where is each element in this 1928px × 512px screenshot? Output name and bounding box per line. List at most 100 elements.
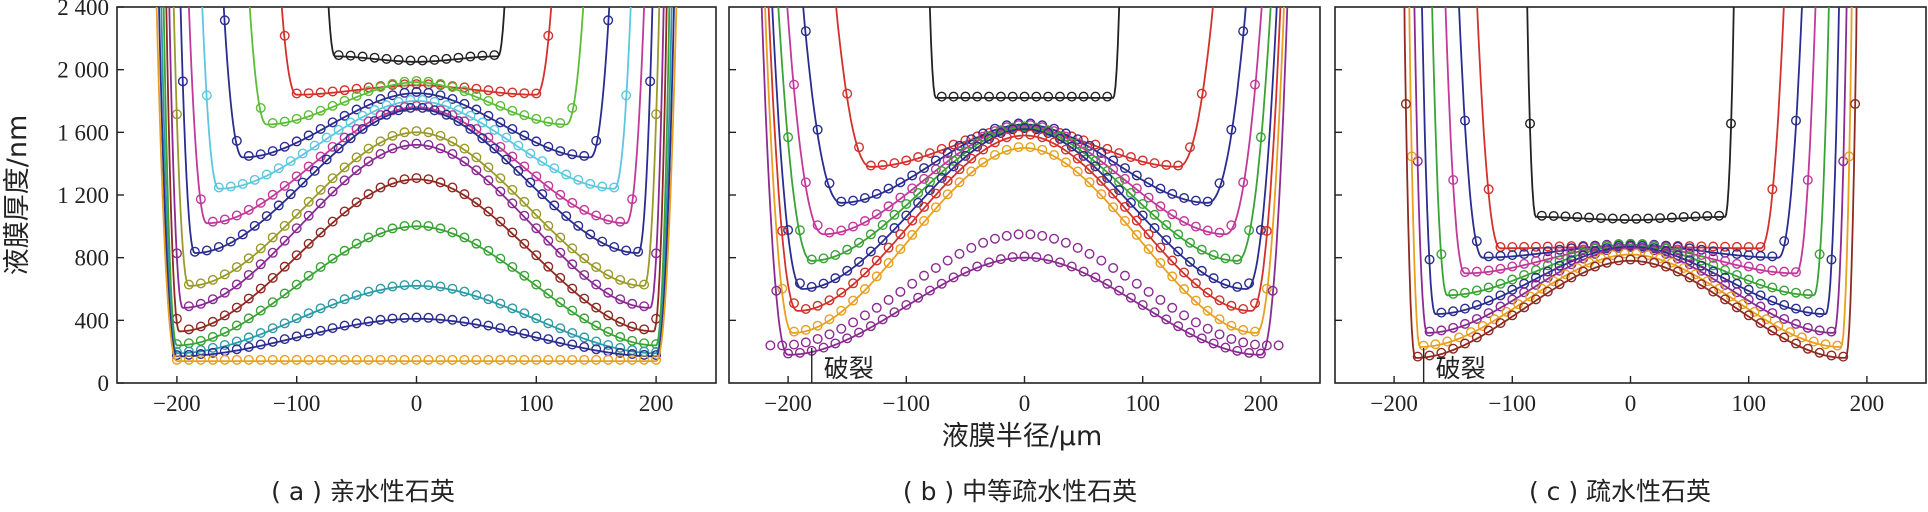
data-point bbox=[960, 266, 971, 277]
data-point bbox=[183, 354, 194, 365]
data-point bbox=[824, 178, 835, 189]
data-point bbox=[543, 354, 554, 365]
data-point bbox=[1471, 313, 1482, 324]
data-point bbox=[399, 76, 410, 87]
data-point bbox=[315, 325, 326, 336]
data-point bbox=[1666, 212, 1677, 223]
data-point bbox=[1037, 144, 1048, 155]
data-point bbox=[842, 265, 853, 276]
x-tick-label: −200 bbox=[153, 391, 200, 416]
data-point bbox=[543, 334, 554, 345]
data-point bbox=[339, 110, 350, 121]
data-point bbox=[1536, 210, 1547, 221]
data-point bbox=[1255, 132, 1266, 143]
data-point bbox=[930, 164, 941, 175]
data-point bbox=[1078, 150, 1089, 161]
data-point bbox=[1119, 215, 1130, 226]
panel-c: −200 −100 0 100 200 破裂 bbox=[1334, 6, 1927, 416]
data-point bbox=[1790, 318, 1801, 329]
data-point bbox=[1102, 166, 1113, 177]
data-point bbox=[942, 175, 953, 186]
data-point bbox=[285, 156, 296, 167]
series-line-c-0 bbox=[1526, 7, 1735, 221]
data-point bbox=[1137, 299, 1148, 310]
data-point bbox=[405, 55, 416, 66]
data-point bbox=[195, 349, 206, 360]
data-point bbox=[1607, 250, 1618, 261]
data-point bbox=[930, 262, 941, 273]
data-point bbox=[1238, 337, 1249, 348]
data-point bbox=[1078, 146, 1089, 157]
data-point bbox=[423, 280, 434, 291]
data-point bbox=[351, 290, 362, 301]
data-point bbox=[261, 169, 272, 180]
data-point bbox=[411, 126, 422, 137]
data-point bbox=[501, 154, 512, 165]
data-point bbox=[901, 299, 912, 310]
data-point bbox=[1119, 163, 1130, 174]
data-point bbox=[1096, 175, 1107, 186]
data-point bbox=[800, 177, 811, 188]
data-point bbox=[1684, 272, 1695, 283]
data-point bbox=[603, 310, 614, 321]
data-point bbox=[489, 50, 500, 61]
data-point bbox=[573, 174, 584, 185]
data-point bbox=[1155, 294, 1166, 305]
data-point bbox=[1143, 244, 1154, 255]
data-point bbox=[309, 140, 320, 151]
data-point bbox=[972, 141, 983, 152]
data-point bbox=[1155, 183, 1166, 194]
data-point bbox=[1037, 230, 1048, 241]
data-point bbox=[812, 320, 823, 331]
data-point bbox=[291, 250, 302, 261]
data-point bbox=[1220, 253, 1231, 264]
data-point bbox=[1731, 241, 1742, 252]
data-point bbox=[429, 105, 440, 116]
data-point bbox=[1190, 317, 1201, 328]
data-point bbox=[543, 261, 554, 272]
data-point bbox=[871, 255, 882, 266]
data-point bbox=[1743, 274, 1754, 285]
data-point bbox=[1554, 249, 1565, 260]
data-point bbox=[231, 302, 242, 313]
data-point bbox=[615, 274, 626, 285]
data-point bbox=[603, 15, 614, 26]
data-point bbox=[591, 344, 602, 355]
data-point bbox=[531, 223, 542, 234]
data-point bbox=[495, 86, 506, 97]
data-point bbox=[783, 132, 794, 143]
data-point bbox=[895, 244, 906, 255]
data-point bbox=[1790, 267, 1801, 278]
data-point bbox=[1096, 148, 1107, 159]
series-line-a-4 bbox=[201, 7, 632, 190]
data-point bbox=[519, 308, 530, 319]
data-point bbox=[291, 88, 302, 99]
data-point bbox=[291, 313, 302, 324]
y-tick-label: 0 bbox=[98, 371, 110, 396]
data-point bbox=[423, 127, 434, 138]
data-point bbox=[1525, 291, 1536, 302]
data-point bbox=[279, 30, 290, 41]
data-point bbox=[1060, 144, 1071, 155]
data-point bbox=[1448, 288, 1459, 299]
data-point bbox=[207, 354, 218, 365]
data-point bbox=[1542, 260, 1553, 271]
data-point bbox=[279, 180, 290, 191]
series-line-a-8 bbox=[168, 7, 665, 309]
data-point bbox=[1249, 79, 1260, 90]
data-point bbox=[1202, 196, 1213, 207]
data-point bbox=[447, 148, 458, 159]
data-point bbox=[1471, 332, 1482, 343]
data-point bbox=[1536, 283, 1547, 294]
data-point bbox=[411, 101, 422, 112]
data-point bbox=[1131, 215, 1142, 226]
data-point bbox=[303, 238, 314, 249]
data-point bbox=[1779, 266, 1790, 277]
data-point bbox=[1436, 249, 1447, 260]
data-point bbox=[249, 220, 260, 231]
data-point bbox=[303, 308, 314, 319]
data-point bbox=[429, 54, 440, 65]
data-point bbox=[889, 158, 900, 169]
data-point bbox=[219, 354, 230, 365]
data-point bbox=[1507, 284, 1518, 295]
